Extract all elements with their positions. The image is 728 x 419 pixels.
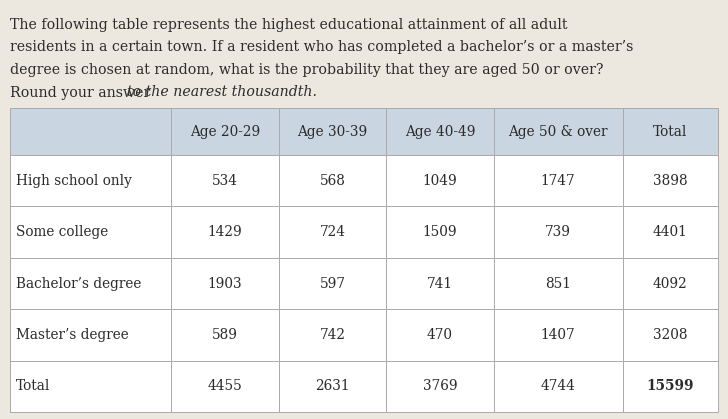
Bar: [622, 207, 718, 258]
Text: 739: 739: [545, 225, 571, 239]
Bar: [171, 309, 279, 361]
Bar: [386, 258, 494, 309]
Bar: [10, 207, 171, 258]
Text: 534: 534: [212, 174, 238, 188]
Text: 4744: 4744: [541, 379, 576, 393]
Text: Age 50 & over: Age 50 & over: [508, 124, 608, 139]
Bar: [386, 155, 494, 207]
Text: Total: Total: [653, 124, 687, 139]
Bar: [279, 155, 386, 207]
Text: 4455: 4455: [207, 379, 242, 393]
Text: Bachelor’s degree: Bachelor’s degree: [16, 277, 141, 290]
Bar: [622, 309, 718, 361]
Bar: [386, 309, 494, 361]
Text: 2631: 2631: [315, 379, 349, 393]
Text: Master’s degree: Master’s degree: [16, 328, 129, 342]
Text: 470: 470: [427, 328, 453, 342]
Text: 589: 589: [212, 328, 238, 342]
Bar: [279, 207, 386, 258]
Text: High school only: High school only: [16, 174, 132, 188]
Bar: [494, 207, 622, 258]
Bar: [171, 108, 279, 155]
Bar: [10, 155, 171, 207]
Text: 1407: 1407: [541, 328, 575, 342]
Text: residents in a certain town. If a resident who has completed a bachelor’s or a m: residents in a certain town. If a reside…: [10, 41, 633, 54]
Text: 597: 597: [320, 277, 346, 290]
Bar: [10, 258, 171, 309]
Bar: [10, 108, 171, 155]
Bar: [622, 258, 718, 309]
Text: 1429: 1429: [207, 225, 242, 239]
Bar: [494, 258, 622, 309]
Text: Some college: Some college: [16, 225, 108, 239]
Text: 4092: 4092: [653, 277, 688, 290]
Bar: [386, 108, 494, 155]
Bar: [494, 108, 622, 155]
Text: 15599: 15599: [646, 379, 694, 393]
Bar: [279, 108, 386, 155]
Text: Total: Total: [16, 379, 50, 393]
Text: Age 20-29: Age 20-29: [190, 124, 260, 139]
Bar: [622, 361, 718, 412]
Bar: [622, 155, 718, 207]
Text: 1049: 1049: [422, 174, 457, 188]
Bar: [10, 309, 171, 361]
Text: Age 30-39: Age 30-39: [297, 124, 368, 139]
Text: 724: 724: [320, 225, 346, 239]
Text: to the nearest thousandth.: to the nearest thousandth.: [127, 85, 317, 99]
Text: 568: 568: [320, 174, 345, 188]
Bar: [10, 361, 171, 412]
Bar: [386, 207, 494, 258]
Text: degree is chosen at random, what is the probability that they are aged 50 or ove: degree is chosen at random, what is the …: [10, 63, 604, 77]
Text: Round your answer: Round your answer: [10, 85, 155, 99]
Bar: [622, 108, 718, 155]
Text: 1903: 1903: [207, 277, 242, 290]
Bar: [171, 207, 279, 258]
Bar: [171, 258, 279, 309]
Bar: [279, 258, 386, 309]
Text: Age 40-49: Age 40-49: [405, 124, 475, 139]
Text: The following table represents the highest educational attainment of all adult: The following table represents the highe…: [10, 18, 568, 32]
Text: 3208: 3208: [653, 328, 687, 342]
Bar: [494, 155, 622, 207]
Text: 741: 741: [427, 277, 453, 290]
Bar: [386, 361, 494, 412]
Text: 3898: 3898: [653, 174, 688, 188]
Bar: [494, 361, 622, 412]
Bar: [171, 361, 279, 412]
Text: 4401: 4401: [653, 225, 688, 239]
Bar: [494, 309, 622, 361]
Bar: [279, 361, 386, 412]
Text: 1509: 1509: [422, 225, 457, 239]
Bar: [171, 155, 279, 207]
Text: 1747: 1747: [541, 174, 575, 188]
Text: 742: 742: [320, 328, 346, 342]
Text: 3769: 3769: [422, 379, 457, 393]
Bar: [279, 309, 386, 361]
Text: 851: 851: [545, 277, 571, 290]
